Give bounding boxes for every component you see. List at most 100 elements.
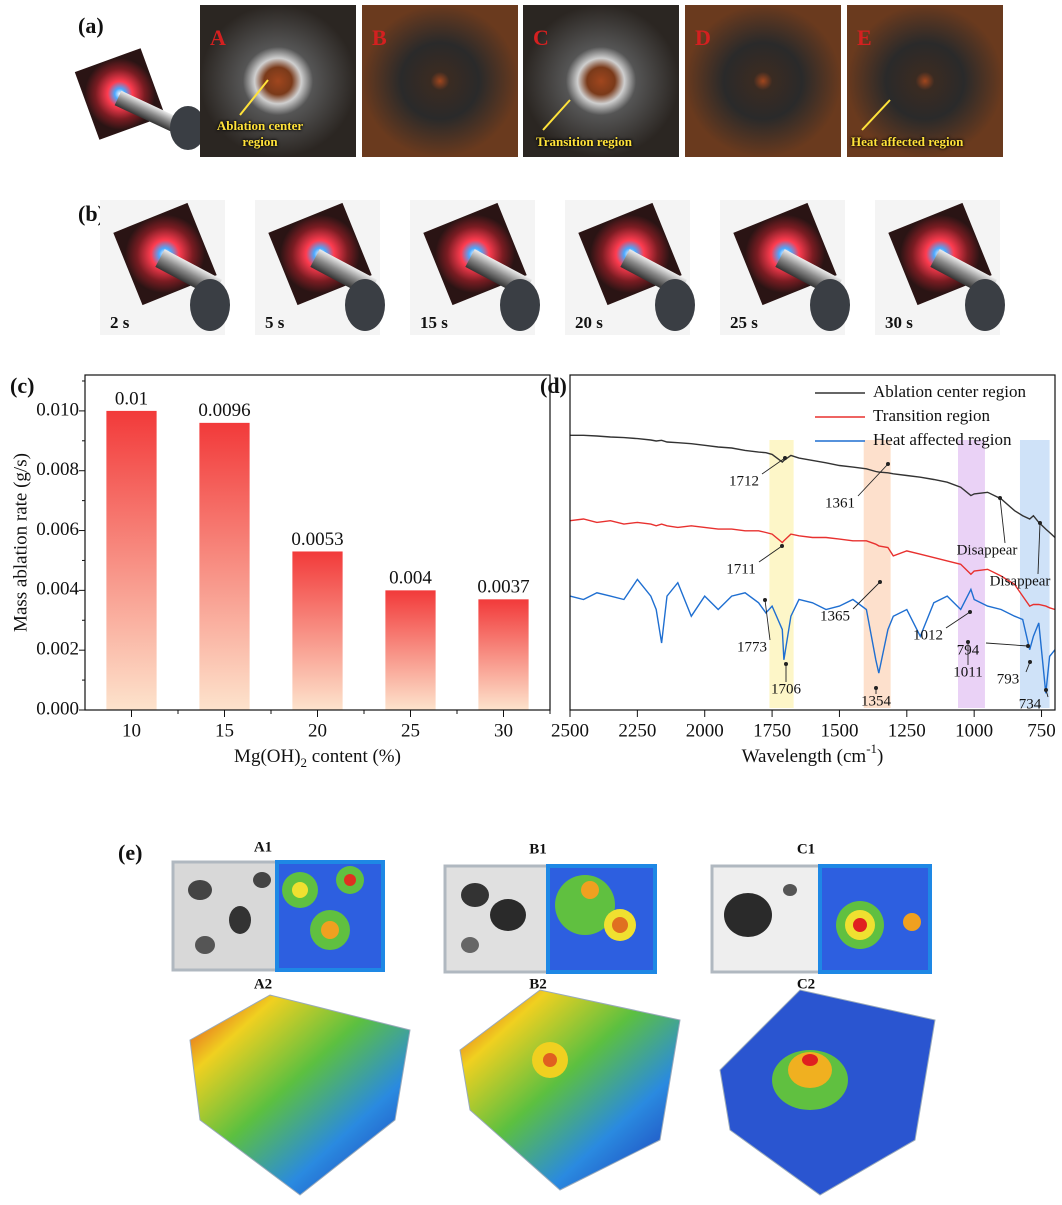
x-axis-label: Mg(OH)2 content (%) [234,746,401,770]
panel-label: (c) [10,373,34,398]
y-tick-label: 0.004 [36,579,79,600]
x-tick-label: 1000 [955,720,993,741]
time-label: 30 s [885,313,913,333]
arrow-head [1044,688,1048,692]
bar [385,590,435,710]
time-label: 5 s [265,313,284,333]
torch-handle [345,279,385,331]
annotation: Disappear [990,573,1051,589]
annotation: 1354 [861,693,892,709]
annotation: 1711 [726,561,755,577]
torch-handle [190,279,230,331]
annotation: 1773 [737,639,767,655]
photo-letter: D [695,25,711,50]
image-label: B1 [529,841,547,857]
arrow-head [784,662,788,666]
photo-letter: C [533,25,549,50]
x-tick-label: 15 [215,720,234,741]
panel-label: (d) [540,373,567,398]
bar [199,423,249,710]
torch-handle [810,279,850,331]
sem-images [173,862,820,972]
x-tick-label: 750 [1027,720,1056,741]
annotation: 1365 [820,608,850,624]
heatmap-images [277,862,930,972]
arrow-head [763,598,767,602]
annotation: 1011 [953,664,982,680]
torch-handle [655,279,695,331]
x-axis-label: Wavelength (cm-1) [742,741,884,767]
region-label: Transition region [536,134,676,150]
legend-label: Transition region [873,406,990,425]
x-axis-label-part: Wavelength (cm [742,746,867,767]
image-label: C1 [797,841,815,857]
photo-letter: E [857,25,872,50]
annotation-arrow [765,600,770,640]
x-tick-label: 2500 [551,720,589,741]
value-label: 0.01 [115,388,148,409]
figure-canvas: (a) (b) (c) (d) (e) ABCDEA1B1C1A2B2C20.0… [0,0,1062,1205]
legend-label: Heat affected region [873,430,1012,449]
y-tick-label: 0.010 [36,399,79,420]
annotation: 734 [1019,696,1042,712]
photo-letter: B [372,25,387,50]
x-tick-label: 20 [308,720,327,741]
arrow-head [1038,521,1042,525]
figure: (a) (b) (c) (d) (e) ABCDEA1B1C1A2B2C20.0… [0,0,1062,1205]
x-axis-label-part: -1 [866,741,877,756]
value-label: 0.0096 [198,400,250,421]
torch-handle [965,279,1005,331]
panel-label: (a) [78,13,104,38]
photo-letter: A [210,25,226,50]
x-tick-label: 2000 [686,720,724,741]
annotation: 1361 [825,495,855,511]
y-tick-label: 0.006 [36,519,79,540]
bar [478,599,528,710]
x-axis-label-part: ) [877,746,883,767]
arrow-head [1028,660,1032,664]
image-label: B2 [529,976,547,992]
arrow-head [874,686,878,690]
arrow-head [998,496,1002,500]
region-label: Heat affected region [851,134,1011,150]
x-tick-label: 10 [122,720,141,741]
surface-plots [190,990,935,1195]
image-label: A1 [254,839,272,855]
x-tick-label: 1250 [888,720,926,741]
arrow-head [968,610,972,614]
time-label: 15 s [420,313,448,333]
time-label: 25 s [730,313,758,333]
x-axis-label-part: content (%) [307,746,401,767]
photo-torch [75,48,206,150]
bar [292,551,342,710]
arrow-head [886,462,890,466]
x-tick-label: 1750 [753,720,791,741]
annotation: 1706 [771,681,802,697]
arrow-head [783,456,787,460]
value-label: 0.0053 [291,529,343,550]
region-label: Ablation center region [205,118,315,150]
bar [106,411,156,710]
arrow-head [1026,644,1030,648]
image-label: A2 [254,976,272,992]
panel-label: (e) [118,840,142,865]
y-tick-label: 0.000 [36,698,79,719]
time-label: 20 s [575,313,603,333]
x-tick-label: 2250 [618,720,656,741]
y-tick-label: 0.008 [36,459,79,480]
annotation: 1712 [729,473,759,489]
arrow-head [878,580,882,584]
arrow-head [780,544,784,548]
annotation: 1012 [913,627,943,643]
y-tick-label: 0.002 [36,639,79,660]
y-axis-label: Mass ablation rate (g/s) [10,453,31,632]
image-label: C2 [797,976,815,992]
x-axis-label-part: Mg(OH) [234,746,301,767]
x-tick-label: 1500 [820,720,858,741]
time-label: 2 s [110,313,129,333]
arrow-head [966,640,970,644]
legend-label: Ablation center region [873,382,1026,401]
value-label: 0.004 [389,568,432,589]
annotation-arrow [1000,498,1005,543]
torch-handle [500,279,540,331]
